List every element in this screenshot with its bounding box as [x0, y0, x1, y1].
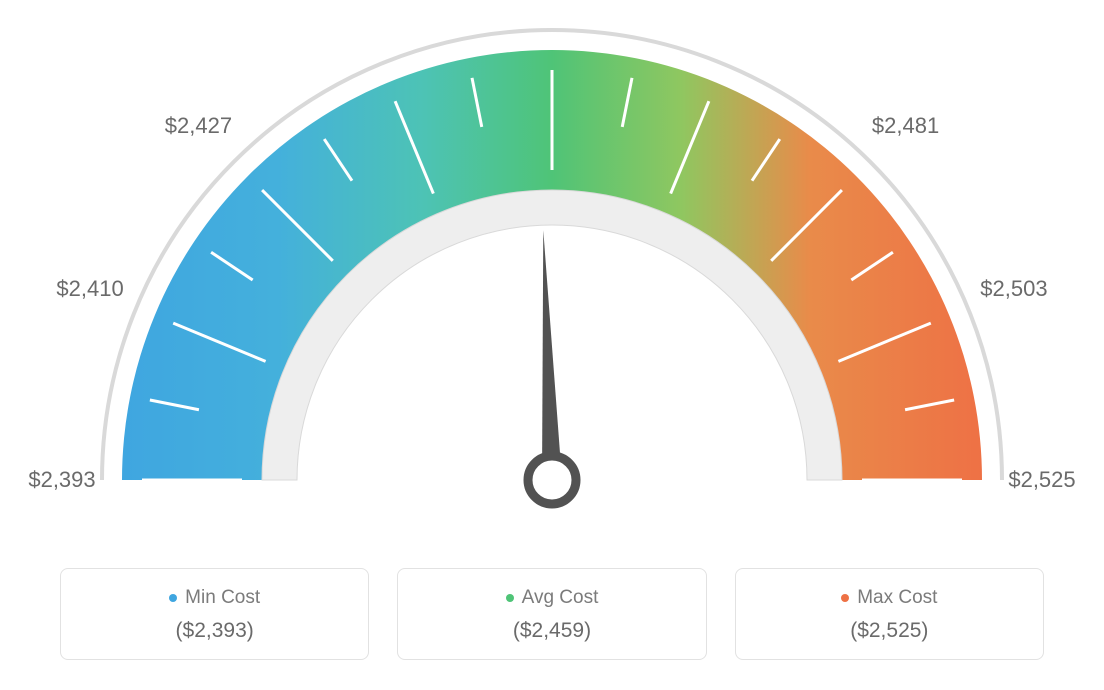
scale-label: $2,410	[56, 276, 123, 302]
scale-label: $2,481	[872, 113, 939, 139]
scale-label: $2,503	[980, 276, 1047, 302]
dot-icon	[506, 594, 514, 602]
legend-cards: Min Cost ($2,393) Avg Cost ($2,459) Max …	[60, 568, 1044, 660]
card-min-title-row: Min Cost	[169, 587, 260, 609]
gauge-svg	[0, 0, 1104, 560]
gauge-area: $2,393$2,410$2,427$2,459$2,481$2,503$2,5…	[0, 0, 1104, 560]
card-avg-value: ($2,459)	[408, 619, 695, 643]
card-max-title-row: Max Cost	[841, 587, 937, 609]
card-avg-title-row: Avg Cost	[506, 587, 599, 609]
card-min-cost: Min Cost ($2,393)	[60, 568, 369, 660]
card-max-value: ($2,525)	[746, 619, 1033, 643]
card-max-title: Max Cost	[857, 587, 937, 609]
card-min-title: Min Cost	[185, 587, 260, 609]
scale-label: $2,525	[1008, 467, 1075, 493]
dot-icon	[169, 594, 177, 602]
card-avg-cost: Avg Cost ($2,459)	[397, 568, 706, 660]
scale-label: $2,393	[28, 467, 95, 493]
dot-icon	[841, 594, 849, 602]
card-max-cost: Max Cost ($2,525)	[735, 568, 1044, 660]
scale-label: $2,427	[165, 113, 232, 139]
card-min-value: ($2,393)	[71, 619, 358, 643]
card-avg-title: Avg Cost	[522, 587, 599, 609]
gauge-chart-container: { "gauge": { "type": "gauge", "center_x"…	[0, 0, 1104, 690]
